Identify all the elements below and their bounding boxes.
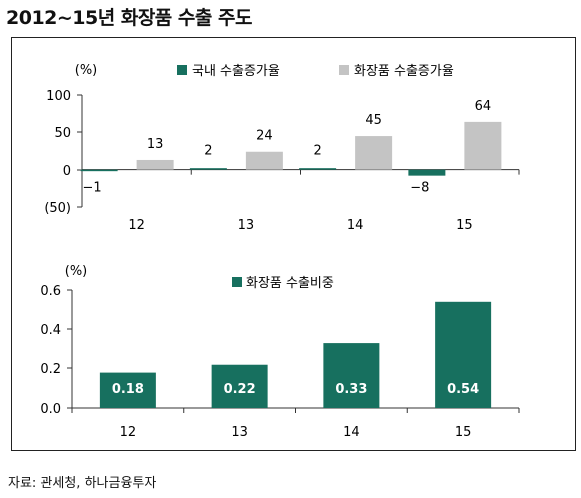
x-tick-label: 14: [343, 425, 360, 440]
data-label: 13: [147, 137, 164, 152]
data-label: −8: [410, 181, 429, 196]
legend-label: 화장품 수출비중: [246, 276, 334, 291]
data-label: 0.33: [335, 382, 367, 397]
data-label: 2: [204, 144, 212, 159]
unit-label: (%): [75, 63, 98, 78]
legend-label: 화장품 수출증가율: [354, 64, 454, 79]
bar: [189, 168, 227, 170]
legend-label: 국내 수출증가율: [192, 64, 280, 79]
data-label: 24: [256, 129, 273, 144]
bar: [435, 301, 492, 408]
bar: [323, 343, 380, 408]
legend-swatch: [339, 65, 349, 75]
bar: [211, 364, 268, 408]
data-label: 0.18: [112, 382, 144, 397]
chart-panel: [11, 37, 576, 451]
x-tick-label: 14: [347, 218, 364, 233]
data-label: −1: [83, 181, 102, 196]
bar: [136, 159, 174, 170]
unit-label: (%): [65, 264, 88, 279]
y-tick-label: 0.4: [40, 323, 61, 338]
data-label: 0.54: [447, 382, 479, 397]
page-title: 2012~15년 화장품 수출 주도: [6, 7, 252, 29]
bar: [299, 168, 337, 170]
y-tick-label: (50): [44, 201, 71, 216]
x-tick-label: 13: [238, 218, 255, 233]
y-tick-label: 0.2: [40, 362, 61, 377]
x-tick-label: 15: [455, 425, 472, 440]
x-tick-label: 12: [120, 425, 137, 440]
source-note: 자료: 관세청, 하나금융투자: [8, 476, 157, 491]
bar: [355, 136, 393, 170]
bar: [408, 169, 446, 176]
x-tick-label: 12: [128, 218, 145, 233]
y-tick-label: 0: [63, 164, 71, 179]
y-tick-label: 0.6: [40, 284, 61, 299]
legend-swatch: [232, 277, 242, 287]
data-label: 0.22: [224, 382, 256, 397]
legend-swatch: [177, 65, 187, 75]
bar: [245, 151, 283, 170]
data-label: 45: [365, 113, 382, 128]
bar: [99, 372, 156, 408]
bar: [464, 121, 502, 170]
x-tick-label: 15: [456, 218, 473, 233]
y-tick-label: 100: [46, 89, 71, 104]
y-tick-label: 0.0: [40, 402, 61, 417]
bar: [80, 169, 118, 172]
data-label: 2: [313, 144, 321, 159]
x-tick-label: 13: [231, 425, 248, 440]
y-tick-label: 50: [54, 126, 71, 141]
data-label: 64: [475, 99, 492, 114]
